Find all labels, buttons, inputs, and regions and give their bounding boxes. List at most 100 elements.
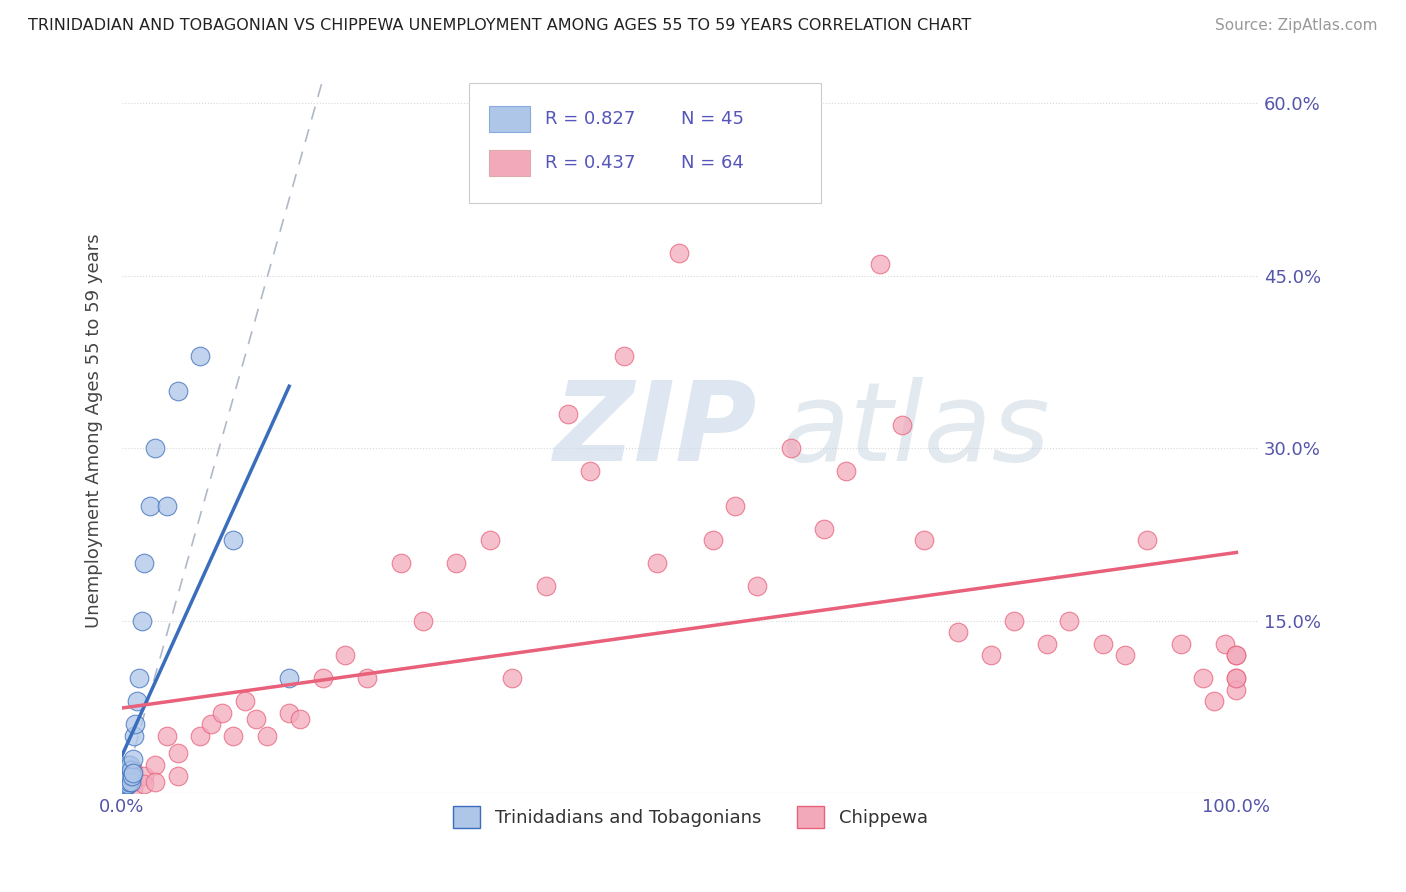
Point	[912, 533, 935, 548]
Point	[1225, 671, 1247, 685]
Point	[111, 769, 134, 783]
Point	[211, 706, 233, 720]
Point	[579, 464, 602, 478]
Point	[139, 499, 162, 513]
Point	[131, 614, 153, 628]
Point	[112, 780, 135, 795]
Point	[112, 764, 135, 778]
Point	[134, 777, 156, 791]
Text: Source: ZipAtlas.com: Source: ZipAtlas.com	[1215, 18, 1378, 33]
Point	[166, 769, 188, 783]
Point	[117, 757, 139, 772]
Point	[233, 694, 256, 708]
Point	[118, 764, 141, 778]
Point	[356, 671, 378, 685]
Text: R = 0.827: R = 0.827	[546, 111, 636, 128]
Point	[1225, 648, 1247, 663]
Point	[222, 729, 245, 743]
Point	[1059, 614, 1081, 628]
FancyBboxPatch shape	[468, 83, 821, 202]
Text: atlas: atlas	[782, 377, 1050, 484]
Point	[111, 783, 134, 797]
Point	[112, 775, 135, 789]
Point	[111, 764, 134, 778]
Point	[1213, 637, 1236, 651]
Point	[115, 778, 138, 792]
Point	[412, 614, 434, 628]
Point	[980, 648, 1002, 663]
Point	[134, 556, 156, 570]
Point	[1114, 648, 1136, 663]
Y-axis label: Unemployment Among Ages 55 to 59 years: Unemployment Among Ages 55 to 59 years	[86, 234, 103, 628]
Point	[145, 441, 167, 455]
Point	[813, 522, 835, 536]
Text: N = 45: N = 45	[682, 111, 744, 128]
Point	[891, 418, 914, 433]
Point	[122, 780, 145, 795]
Point	[112, 775, 135, 789]
Point	[112, 780, 135, 795]
Point	[117, 777, 139, 791]
Point	[1091, 637, 1114, 651]
FancyBboxPatch shape	[489, 150, 530, 176]
Point	[389, 556, 412, 570]
Point	[501, 671, 523, 685]
Legend: Trinidadians and Tobagonians, Chippewa: Trinidadians and Tobagonians, Chippewa	[446, 798, 935, 835]
Point	[128, 671, 150, 685]
Point	[645, 556, 668, 570]
FancyBboxPatch shape	[489, 106, 530, 132]
Point	[145, 775, 167, 789]
Point	[278, 706, 301, 720]
Point	[779, 441, 801, 455]
Point	[156, 499, 179, 513]
Point	[117, 769, 139, 783]
Point	[1225, 648, 1247, 663]
Point	[111, 775, 134, 789]
Text: ZIP: ZIP	[554, 377, 758, 484]
Point	[1036, 637, 1059, 651]
Point	[278, 671, 301, 685]
Point	[724, 499, 747, 513]
Point	[118, 757, 141, 772]
Point	[117, 769, 139, 783]
Point	[115, 765, 138, 780]
Point	[134, 769, 156, 783]
Text: N = 64: N = 64	[682, 153, 744, 172]
Point	[111, 775, 134, 789]
Point	[122, 765, 145, 780]
Point	[333, 648, 356, 663]
Point	[1204, 694, 1226, 708]
Point	[112, 769, 135, 783]
Point	[478, 533, 501, 548]
Point	[114, 772, 136, 787]
Point	[200, 717, 222, 731]
Point	[120, 775, 142, 789]
Point	[122, 775, 145, 789]
Point	[115, 772, 138, 787]
Text: TRINIDADIAN AND TOBAGONIAN VS CHIPPEWA UNEMPLOYMENT AMONG AGES 55 TO 59 YEARS CO: TRINIDADIAN AND TOBAGONIAN VS CHIPPEWA U…	[28, 18, 972, 33]
Point	[869, 257, 891, 271]
Point	[1225, 682, 1247, 697]
Point	[114, 777, 136, 791]
Point	[245, 712, 267, 726]
Point	[534, 579, 557, 593]
Point	[111, 780, 134, 795]
Point	[702, 533, 724, 548]
Point	[1225, 671, 1247, 685]
Point	[446, 556, 468, 570]
Point	[125, 694, 148, 708]
Point	[166, 384, 188, 398]
Point	[156, 729, 179, 743]
Point	[612, 349, 634, 363]
Point	[188, 349, 211, 363]
Point	[112, 769, 135, 783]
Point	[114, 764, 136, 778]
Point	[111, 777, 134, 791]
Point	[835, 464, 858, 478]
Point	[946, 625, 969, 640]
Point	[1192, 671, 1215, 685]
Point	[1002, 614, 1025, 628]
Point	[122, 752, 145, 766]
Point	[256, 729, 278, 743]
Point	[111, 780, 134, 795]
